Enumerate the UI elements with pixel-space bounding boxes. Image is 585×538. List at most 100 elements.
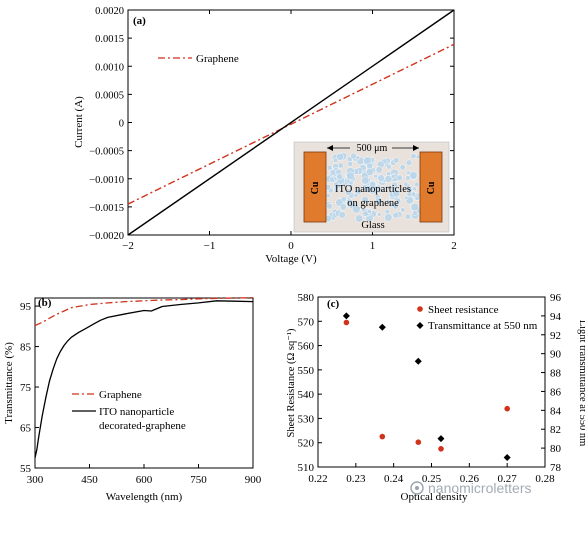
panel-c-ytick-left-label: 570 — [298, 316, 315, 328]
ito-nanoparticle — [361, 176, 370, 185]
sheet-resistance-point — [438, 446, 444, 452]
ito-nanoparticle — [395, 197, 401, 204]
panel-a-ytick-label: −0.0020 — [89, 231, 124, 242]
panel-a-ytick-label: −0.0015 — [89, 203, 124, 214]
legend-b-ito-label-line1: ITO nanoparticle — [99, 406, 174, 418]
panel-c-xtick-label: 0.26 — [460, 473, 480, 485]
sheet-resistance-point — [343, 319, 350, 326]
ito-nanoparticle — [412, 186, 417, 192]
panel-b-frame — [34, 297, 254, 469]
transmittance-point — [437, 435, 445, 443]
panel-c-ytick-right-label: 92 — [550, 330, 561, 342]
ito-nanoparticle — [351, 204, 361, 214]
ito-nanoparticle — [392, 157, 400, 164]
ito-nanoparticle — [350, 152, 357, 160]
watermark-logo-icon — [410, 481, 424, 495]
ito-nanoparticle — [326, 203, 333, 210]
ito-nanoparticle — [377, 174, 385, 182]
ito-nanoparticle — [399, 164, 406, 171]
panel-c-ytick-left-label: 580 — [298, 292, 315, 304]
ito-nanoparticle — [415, 154, 421, 160]
ito-nanoparticle — [355, 214, 364, 223]
ito-nanoparticle — [332, 157, 339, 164]
panel-c-xtick-label: 0.27 — [498, 473, 518, 485]
ito-nanoparticle — [373, 173, 378, 179]
ito-nanoparticle — [413, 181, 420, 188]
ito-nanoparticles — [324, 152, 422, 223]
ito-nanoparticle — [365, 168, 374, 177]
panel-c-ytick-right-label: 88 — [550, 368, 562, 380]
ito-nanoparticle — [369, 180, 377, 188]
panel-c-label: (c) — [327, 298, 340, 310]
transmittance-point — [342, 312, 350, 320]
panel-a-ytick-label: −0.0010 — [89, 175, 124, 186]
ito-nanoparticle — [374, 197, 383, 205]
panel-c-ytick-right-label: 94 — [550, 311, 562, 323]
panel-a-series — [127, 9, 455, 236]
panel-c-ticks: 0.22 0.23 0.24 0.25 0.26 0.27 0.28 580 570 560 550… — [298, 292, 562, 485]
panel-c-ylabel-left: Sheet Resistance (Ω sq⁻¹) — [286, 328, 297, 437]
panel-b-xlabel: Wavelength (nm) — [106, 491, 183, 503]
panel-a-xtick-label: −1 — [204, 240, 216, 252]
graphene-transmittance-line — [34, 296, 254, 327]
legend-b-ito-label-line2: decorated-graphene — [99, 420, 186, 432]
sheet-resistance-point — [379, 433, 386, 440]
sheet-resistance-point — [504, 405, 511, 412]
panel-b-xtick-label: 750 — [190, 474, 207, 486]
ito-nanoparticle — [339, 203, 347, 211]
ito-nanoparticle — [404, 213, 411, 220]
panel-a-ytick-label: 0.0020 — [95, 6, 124, 17]
ito-nanoparticle — [361, 207, 367, 213]
device-schematic-inset: Cu Cu 500 μm ITO nanoparticles on graphe… — [293, 141, 450, 233]
transmittance-point — [414, 357, 422, 365]
panel-c-xtick-label: 0.25 — [422, 473, 442, 485]
ito-nanoparticle — [384, 175, 393, 183]
inset-center-label-line1: ITO nanoparticles — [335, 184, 411, 195]
panel-b-xtick-label: 600 — [136, 474, 153, 486]
ito-nanoparticle — [366, 208, 372, 214]
ito-transmittance-line — [34, 300, 254, 459]
ito-nanoparticle — [329, 169, 337, 176]
panel-c-optical-density-chart: (c) 0.22 0.23 0.24 0.25 0.26 0.27 0.28 580 570 56… — [286, 292, 585, 503]
legend-graphene-label: Graphene — [196, 53, 239, 65]
transmittance-point — [503, 454, 511, 462]
ito-nanoparticle — [410, 202, 420, 212]
panel-c-ytick-right-label: 86 — [550, 386, 562, 398]
ito-nanoparticle — [385, 184, 390, 190]
panel-b-ytick-label: 85 — [20, 342, 32, 354]
panel-c-ylabel-right: Light transmittance at 550 nm — [577, 320, 585, 447]
panel-a-ytick-label: 0.0010 — [95, 62, 124, 73]
panel-a-ylabel: Current (A) — [73, 96, 85, 148]
ito-nanoparticle — [375, 166, 383, 174]
panel-c-ytick-left-label: 560 — [298, 341, 315, 353]
cu-label-left: Cu — [310, 181, 321, 194]
cu-electrode-right — [419, 151, 443, 223]
ito-iv-line — [127, 9, 455, 236]
panel-c-xtick-label: 0.23 — [346, 473, 366, 485]
cu-electrode-left — [303, 151, 327, 223]
panel-a-xtick-label: 0 — [288, 240, 294, 252]
panel-b-ytick-label: 75 — [20, 382, 32, 394]
ito-nanoparticle — [403, 195, 409, 201]
panel-a-ytick-label: −0.0005 — [89, 147, 124, 158]
panel-c-ytick-right-label: 84 — [550, 405, 562, 417]
ito-nanoparticle — [396, 174, 403, 181]
ito-nanoparticle — [345, 198, 354, 206]
dimension-arrowhead-left — [327, 145, 333, 151]
panel-b-series — [34, 296, 254, 459]
panel-b-ylabel: Transmittance (%) — [3, 342, 15, 424]
panel-a-xtick-label: 2 — [451, 240, 457, 252]
ito-nanoparticle — [346, 171, 355, 181]
ito-nanoparticle — [336, 152, 344, 161]
panel-c-xtick-label: 0.28 — [535, 473, 555, 485]
cu-label-right: Cu — [426, 181, 437, 194]
legend-c-transmittance-label: Transmittance at 550 nm — [428, 320, 538, 332]
ito-nanoparticle — [386, 164, 392, 170]
panel-b-label: (b) — [38, 297, 52, 309]
panel-c-ytick-left-label: 520 — [298, 438, 315, 450]
ito-nanoparticle — [385, 198, 391, 204]
ito-nanoparticle — [344, 188, 352, 196]
ito-nanoparticle — [337, 162, 344, 169]
ito-nanoparticle — [384, 213, 393, 222]
